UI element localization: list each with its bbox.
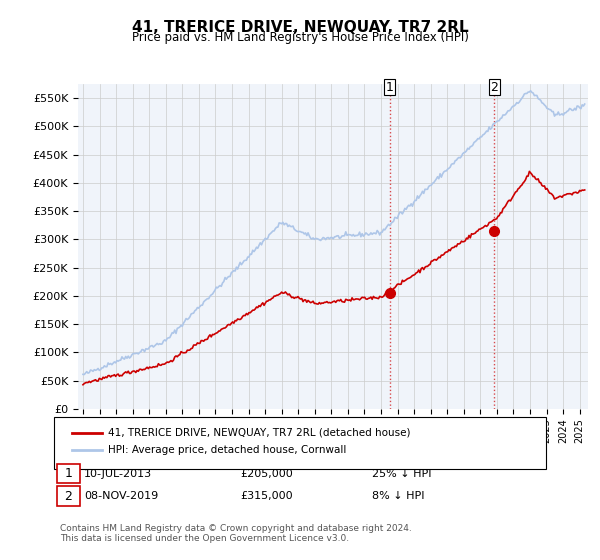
Text: £315,000: £315,000: [240, 491, 293, 501]
Text: 2: 2: [491, 81, 499, 94]
Text: Price paid vs. HM Land Registry's House Price Index (HPI): Price paid vs. HM Land Registry's House …: [131, 31, 469, 44]
Text: £205,000: £205,000: [240, 469, 293, 479]
Text: 8% ↓ HPI: 8% ↓ HPI: [372, 491, 425, 501]
Text: Contains HM Land Registry data © Crown copyright and database right 2024.
This d: Contains HM Land Registry data © Crown c…: [60, 524, 412, 543]
Text: 41, TRERICE DRIVE, NEWQUAY, TR7 2RL: 41, TRERICE DRIVE, NEWQUAY, TR7 2RL: [131, 20, 469, 35]
Text: 10-JUL-2013: 10-JUL-2013: [84, 469, 152, 479]
Text: 25% ↓ HPI: 25% ↓ HPI: [372, 469, 431, 479]
Text: 1: 1: [64, 467, 73, 480]
Text: HPI: Average price, detached house, Cornwall: HPI: Average price, detached house, Corn…: [108, 445, 346, 455]
Text: 08-NOV-2019: 08-NOV-2019: [84, 491, 158, 501]
Text: 2: 2: [64, 489, 73, 503]
Text: 41, TRERICE DRIVE, NEWQUAY, TR7 2RL (detached house): 41, TRERICE DRIVE, NEWQUAY, TR7 2RL (det…: [108, 428, 410, 438]
Text: 1: 1: [386, 81, 394, 94]
